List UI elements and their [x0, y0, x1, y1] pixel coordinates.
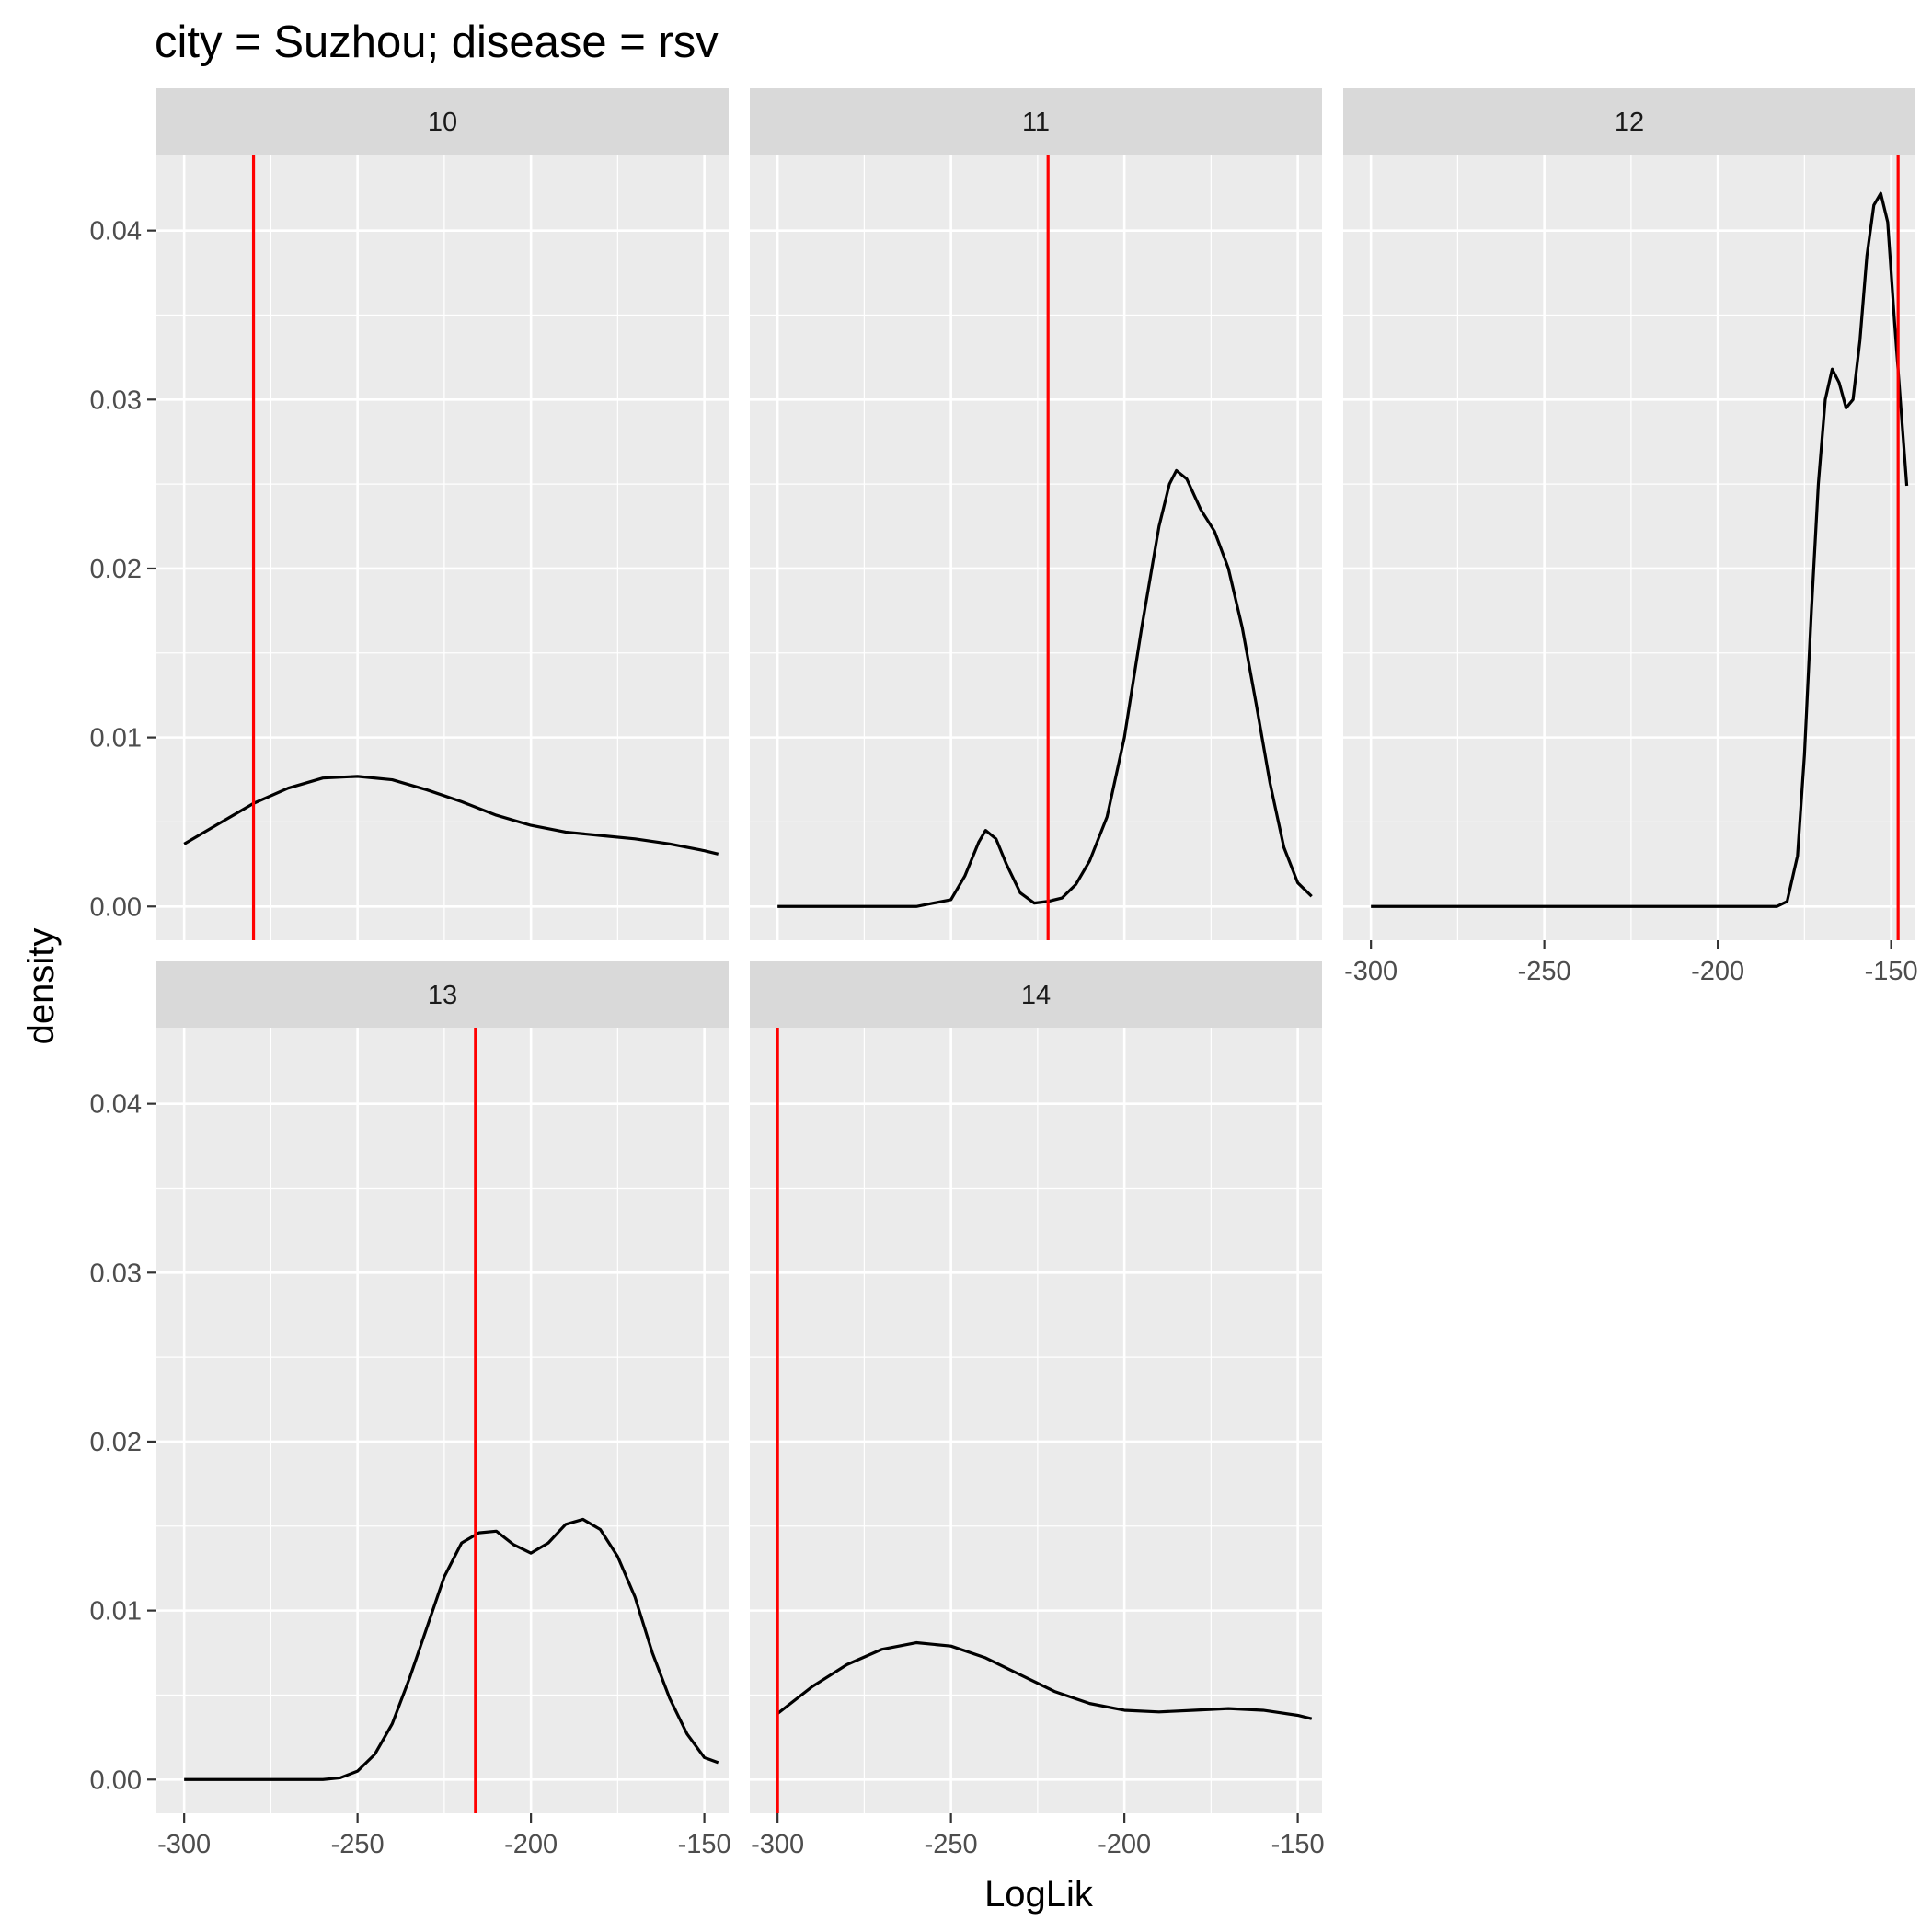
panel-background [156, 155, 729, 940]
y-tick-label: 0.01 [90, 724, 142, 753]
facet-strip-label: 12 [1615, 108, 1644, 137]
density-line [776, 1640, 1313, 1720]
facet-panel-11: 11 [750, 88, 1322, 940]
facet-strip [156, 961, 729, 1028]
x-tick-label: -250 [331, 1830, 385, 1859]
facet-panel-10: 10 [156, 88, 729, 940]
facet-strip-label: 13 [428, 981, 457, 1010]
y-tick-label: 0.02 [90, 555, 142, 584]
facet-strip-label: 11 [1022, 108, 1050, 137]
y-tick-label: 0.02 [90, 1428, 142, 1457]
gridlines [156, 155, 729, 940]
x-tick-label: -200 [1691, 957, 1744, 986]
y-tick-label: 0.00 [90, 1765, 142, 1795]
density-line [184, 1517, 719, 1781]
chart-title: city = Suzhou; disease = rsv [155, 17, 719, 67]
density-line [183, 775, 719, 856]
x-axis: -300 -250 -200 -150 [751, 1813, 1325, 1859]
facet-strip [156, 88, 729, 155]
y-axis: 0.00 0.01 0.02 0.03 0.04 [90, 1090, 156, 1795]
density-line [1371, 191, 1909, 908]
x-tick-label: -150 [1271, 1830, 1325, 1859]
axes: 0.00 0.01 0.02 0.03 0.04 -300 -250 -200 -150 0.00… [90, 217, 1918, 1859]
x-tick-label: -200 [1098, 1830, 1151, 1859]
x-tick-label: -250 [1518, 957, 1571, 986]
y-tick-label: 0.01 [90, 1597, 142, 1627]
facet-panel-13: 13 [156, 961, 729, 1813]
y-axis: 0.00 0.01 0.02 0.03 0.04 [90, 217, 156, 922]
facet-panel-14: 14 [750, 961, 1322, 1813]
x-tick-label: -250 [925, 1830, 978, 1859]
y-tick-label: 0.04 [90, 217, 142, 247]
facet-strip [1343, 88, 1915, 155]
gridlines [156, 1028, 729, 1813]
facet-strip [750, 88, 1322, 155]
x-tick-label: -150 [678, 1830, 731, 1859]
y-axis-title: density [21, 928, 62, 1045]
y-tick-label: 0.00 [90, 892, 142, 922]
y-tick-label: 0.04 [90, 1090, 142, 1120]
panel-background [1343, 155, 1915, 940]
y-tick-label: 0.03 [90, 1259, 142, 1288]
x-axis: -300 -250 -200 -150 [1344, 940, 1918, 986]
panel-background [750, 155, 1322, 940]
facet-panel-12: 12 [1343, 88, 1915, 940]
facet-panels: 10 11 12 13 14 [156, 88, 1915, 1813]
x-tick-label: -300 [1344, 957, 1397, 986]
x-tick-label: -300 [157, 1830, 211, 1859]
x-tick-label: -200 [504, 1830, 558, 1859]
x-tick-label: -300 [751, 1830, 804, 1859]
x-axis-title: LogLik [984, 1874, 1094, 1915]
y-tick-label: 0.03 [90, 385, 142, 415]
facet-strip-label: 14 [1021, 981, 1051, 1010]
x-tick-label: -150 [1865, 957, 1918, 986]
facet-strip-label: 10 [428, 108, 457, 137]
panel-background [156, 1028, 729, 1813]
facet-strip [750, 961, 1322, 1028]
x-axis: -300 -250 -200 -150 [157, 1813, 731, 1859]
density-line [777, 468, 1313, 908]
